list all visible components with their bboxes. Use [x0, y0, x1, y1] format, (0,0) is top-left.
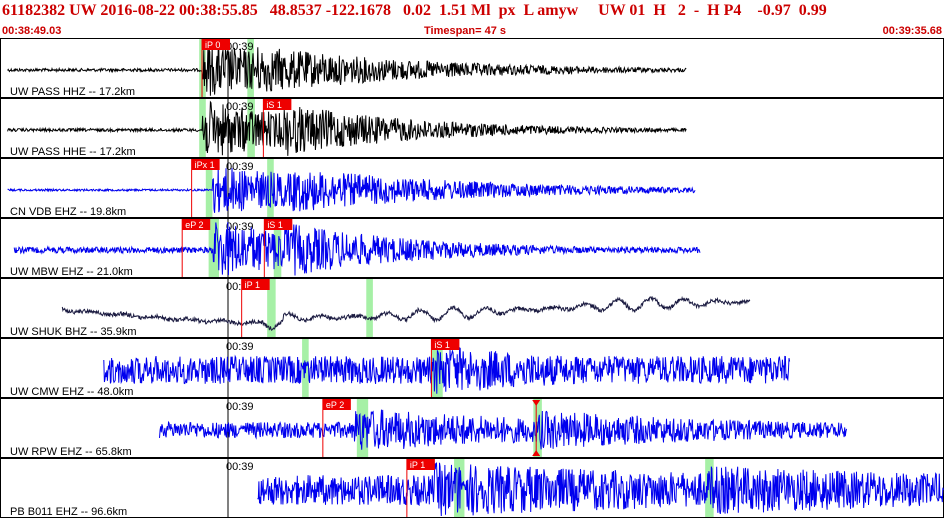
phase-window: [705, 459, 714, 517]
phase-pick-label[interactable]: iP 0: [205, 40, 220, 50]
end-time-label: 00:39:35.68: [882, 25, 942, 37]
phase-pick-label[interactable]: iP 1: [410, 460, 425, 470]
waveform-trace: [7, 166, 696, 213]
phase-pick-label[interactable]: iS 1: [434, 340, 450, 350]
time-tick-label: 00:39: [226, 41, 254, 53]
seismogram-panel[interactable]: 00:39 iP 0 UW PASS HHZ -- 17.2km 00:39 iS 1 U…: [0, 38, 944, 520]
trace-station-label: UW MBW EHZ -- 21.0km: [10, 266, 133, 278]
trace-panel-border: [0, 338, 944, 398]
trace-station-label: UW SHUK BHZ -- 35.9km: [10, 326, 137, 338]
trace-panel[interactable]: 00:39 eP 2 UW RPW EHZ -- 65.8km: [0, 398, 944, 459]
trace-station-label: UW RPW EHZ -- 65.8km: [10, 446, 132, 458]
phase-pick-label[interactable]: iP 1: [245, 280, 260, 290]
event-summary-title: 61182382 UW 2016-08-22 00:38:55.85 48.85…: [2, 2, 827, 19]
time-tick-label: 00:39: [226, 341, 254, 353]
trace-panel[interactable]: 00:39 eP 2 iS 1 UW MBW EHZ -- 21.0km: [0, 218, 944, 279]
time-tick-label: 00:39: [226, 161, 254, 173]
trace-panel[interactable]: 00:39 iS 1 UW CMW EHZ -- 48.0km: [0, 338, 944, 399]
trace-panel-border: [0, 278, 944, 338]
time-tick-label: 00:39: [226, 461, 254, 473]
phase-pick-label[interactable]: eP 2: [326, 400, 344, 410]
time-tick-label: 00:39: [226, 401, 254, 413]
phase-pick-flag[interactable]: [182, 219, 211, 230]
phase-pick-flag[interactable]: [191, 159, 220, 170]
phase-pick-label[interactable]: iPx 1: [195, 160, 215, 170]
trace-panel-border: [0, 98, 944, 158]
trace-panel[interactable]: 00:39 iP 1 PB B011 EHZ -- 96.6km: [0, 458, 944, 519]
start-time-label: 00:38:49.03: [2, 25, 62, 37]
seismogram-canvas[interactable]: 00:39 iP 0 UW PASS HHZ -- 17.2km 00:39 iS 1 U…: [0, 38, 944, 520]
waveform-trace: [257, 462, 944, 517]
phase-window: [247, 99, 255, 157]
phase-pick-flag[interactable]: [263, 99, 292, 110]
phase-pick-flag[interactable]: [322, 399, 351, 410]
waveform-trace: [159, 409, 847, 450]
trace-station-label: UW CMW EHZ -- 48.0km: [10, 386, 133, 398]
phase-pick-flag[interactable]: [431, 339, 460, 350]
phase-pick-flag[interactable]: [264, 219, 293, 230]
phase-pick-flag[interactable]: [406, 459, 435, 470]
trace-station-label: CN VDB EHZ -- 19.8km: [10, 206, 126, 218]
waveform-trace: [61, 295, 751, 331]
phase-pick-label[interactable]: iS 1: [267, 220, 283, 230]
phase-pick-label[interactable]: iS 1: [266, 100, 282, 110]
phase-window: [267, 279, 276, 337]
phase-pick-flag[interactable]: [202, 39, 231, 50]
trace-panel[interactable]: 00:39 iP 0 UW PASS HHZ -- 17.2km: [0, 38, 944, 99]
trace-station-label: UW PASS HHZ -- 17.2km: [10, 86, 135, 98]
trace-station-label: PB B011 EHZ -- 96.6km: [10, 506, 127, 518]
trace-panel[interactable]: 00:39 iS 1 UW PASS HHE -- 17.2km: [0, 98, 944, 159]
event-header: 61182382 UW 2016-08-22 00:38:55.85 48.85…: [0, 0, 944, 24]
phase-pick-label[interactable]: eP 2: [185, 220, 203, 230]
waveform-trace: [103, 346, 791, 394]
timespan-label: Timespan= 47 s: [424, 25, 507, 37]
trace-panel-border: [0, 218, 944, 278]
waveform-trace: [13, 222, 701, 276]
waveform-trace: [7, 45, 687, 96]
phase-window: [366, 279, 373, 337]
trace-panel[interactable]: 00:39 iPx 1 CN VDB EHZ -- 19.8km: [0, 158, 944, 219]
phase-window: [273, 219, 282, 277]
phase-window: [205, 159, 213, 217]
phase-pick-flag[interactable]: [241, 279, 270, 290]
time-tick-label: 00:39: [226, 101, 254, 113]
trace-station-label: UW PASS HHE -- 17.2km: [10, 146, 136, 158]
time-tick-label: 00:39: [226, 221, 254, 233]
waveform-trace: [7, 100, 687, 156]
